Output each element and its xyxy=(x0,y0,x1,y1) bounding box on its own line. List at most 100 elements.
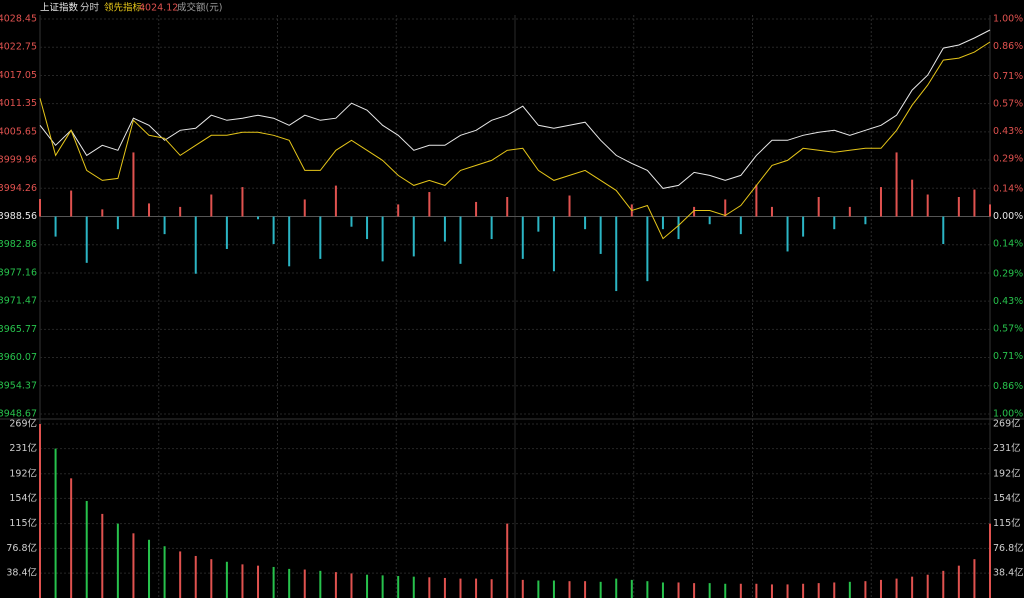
volume-bar xyxy=(677,582,680,598)
y2-tick-label: 0.57% xyxy=(993,324,1023,335)
y-tick-label: 4005.65 xyxy=(0,126,37,137)
diff-bar xyxy=(802,216,805,237)
diff-bar xyxy=(490,216,493,240)
volume-bar xyxy=(459,578,462,598)
volume-bar xyxy=(443,577,446,598)
y-tick-label: 3977.16 xyxy=(0,267,37,278)
diff-bar xyxy=(770,206,773,217)
diff-bar xyxy=(303,199,306,217)
diff-bar xyxy=(599,216,602,254)
volume-bar xyxy=(521,579,524,598)
y-tick-label: 3948.67 xyxy=(0,409,37,420)
diff-bar xyxy=(459,216,462,264)
y-tick-label: 38.4亿 xyxy=(6,567,37,579)
volume-bar xyxy=(537,580,540,598)
diff-bar xyxy=(693,206,696,217)
y-tick-label: 154亿 xyxy=(9,492,37,504)
volume-bar xyxy=(879,579,882,598)
volume-bar xyxy=(225,561,228,598)
diff-bar xyxy=(179,206,182,217)
y2-tick-label: 0.86% xyxy=(993,381,1023,392)
volume-bar xyxy=(833,582,836,598)
diff-bar xyxy=(646,216,649,282)
diff-bar xyxy=(412,216,415,257)
diff-bar xyxy=(70,190,73,217)
y2-tick-label: 0.00% xyxy=(993,211,1023,222)
volume-bar xyxy=(568,581,571,598)
volume-bar xyxy=(70,478,73,598)
volume-bar xyxy=(817,583,820,598)
volume-bar xyxy=(163,546,166,598)
y-tick-label-right: 231亿 xyxy=(993,442,1021,454)
y-tick-label-right: 38.4亿 xyxy=(993,567,1024,579)
diff-bar xyxy=(584,216,587,230)
volume-label: 成交额(元) xyxy=(177,2,222,14)
volume-bar xyxy=(397,576,400,598)
volume-bar xyxy=(85,500,88,598)
diff-bar xyxy=(537,216,540,232)
y2-tick-label: 0.71% xyxy=(993,351,1023,362)
volume-bar xyxy=(895,578,898,598)
volume-bar xyxy=(615,578,618,598)
volume-bar xyxy=(303,569,306,598)
diff-bar xyxy=(428,192,431,217)
volume-bar xyxy=(739,583,742,598)
volume-bar xyxy=(194,555,197,598)
diff-bar xyxy=(163,216,166,235)
y-tick-label: 4017.05 xyxy=(0,70,37,81)
diff-bar xyxy=(116,216,119,230)
volume-bar xyxy=(708,583,711,598)
y2-tick-label: 0.29% xyxy=(993,154,1023,165)
volume-bar xyxy=(350,573,353,598)
diff-bar xyxy=(661,216,664,230)
diff-bar xyxy=(848,206,851,217)
volume-bar xyxy=(381,575,384,598)
volume-bar xyxy=(101,513,104,598)
diff-bar xyxy=(148,203,151,217)
volume-bar xyxy=(802,583,805,598)
diff-bar xyxy=(521,216,524,259)
volume-bar xyxy=(288,568,291,598)
volume-bar xyxy=(630,579,633,598)
y-tick-label-right: 192亿 xyxy=(993,467,1021,479)
diff-bar xyxy=(926,194,929,217)
volume-bar xyxy=(490,579,493,598)
diff-bar xyxy=(739,216,742,235)
diff-bar xyxy=(817,196,820,217)
y2-tick-label: 0.86% xyxy=(993,41,1023,52)
y2-tick-label: 0.71% xyxy=(993,71,1023,82)
diff-bar xyxy=(272,216,275,245)
y-tick-label: 4028.45 xyxy=(0,14,37,25)
diff-bar xyxy=(973,189,976,217)
diff-bar xyxy=(241,187,244,217)
y-tick-label: 3994.26 xyxy=(0,183,37,194)
volume-bar xyxy=(257,565,260,598)
y-tick-label: 269亿 xyxy=(9,418,37,430)
y-tick-label: 4022.75 xyxy=(0,42,37,53)
y2-tick-label: 0.14% xyxy=(993,183,1023,194)
diff-bar xyxy=(895,152,898,217)
volume-bar xyxy=(584,581,587,598)
diff-bar xyxy=(319,216,322,259)
diff-bar xyxy=(85,216,88,263)
y-tick-label-right: 154亿 xyxy=(993,492,1021,504)
y-tick-label: 3999.96 xyxy=(0,155,37,166)
volume-bar xyxy=(39,424,41,598)
diff-bar xyxy=(54,216,57,237)
diff-bar xyxy=(724,199,727,217)
diff-bar xyxy=(708,216,711,225)
diff-bar xyxy=(288,216,291,267)
leading-label: 领先指标: xyxy=(104,2,145,14)
volume-bar xyxy=(989,523,991,598)
leading-value: 4024.12 xyxy=(139,3,178,14)
volume-bar xyxy=(755,583,758,598)
volume-bar xyxy=(506,523,509,598)
volume-bar xyxy=(661,582,664,598)
diff-bar xyxy=(39,198,41,217)
diff-bar xyxy=(334,185,337,217)
volume-bar xyxy=(272,566,275,598)
volume-bar xyxy=(693,583,696,598)
